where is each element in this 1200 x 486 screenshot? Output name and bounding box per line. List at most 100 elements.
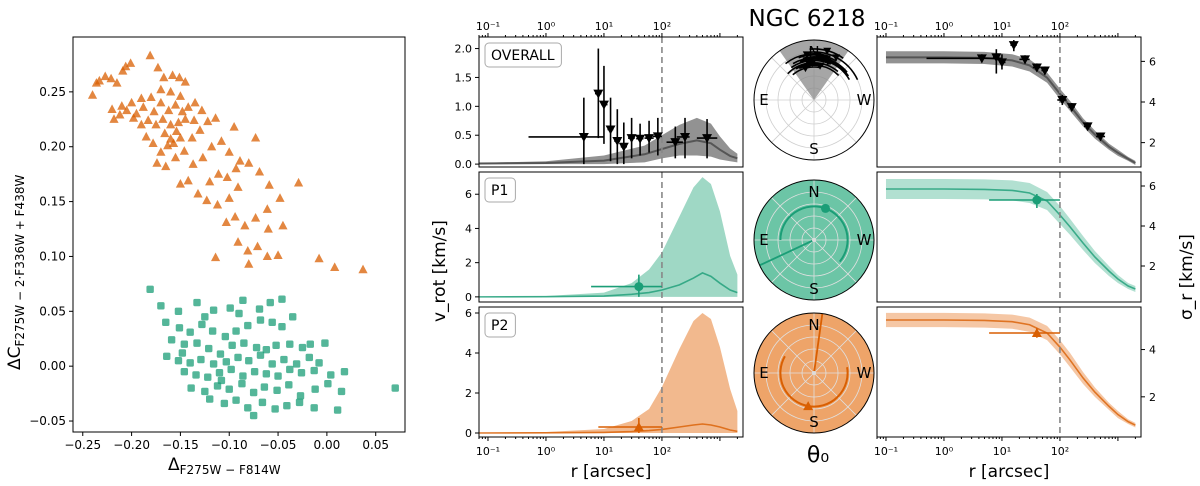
- sigma-p2-xtick-label: 10²: [1051, 445, 1069, 458]
- p2-point: [198, 152, 208, 162]
- vrot-overall-point: [626, 134, 637, 144]
- vrot-p1-point: [634, 282, 644, 292]
- p1-point: [283, 401, 291, 410]
- p2-point: [221, 217, 231, 227]
- vrot-p2-xtick-label: 10¹: [595, 445, 613, 458]
- vrot-p1-band: [479, 177, 738, 297]
- p2-point: [170, 152, 181, 162]
- scatter-ytick-label: 0.00: [39, 359, 66, 373]
- p2-point: [109, 114, 119, 123]
- p2-point: [166, 119, 176, 129]
- p1-point: [225, 385, 233, 393]
- p1-point: [272, 341, 280, 350]
- p1-point: [260, 383, 269, 391]
- vrot-p1-label-box: [484, 177, 516, 203]
- p1-point: [187, 384, 195, 392]
- compass-n: N: [808, 316, 819, 334]
- compass-w: W: [857, 231, 872, 249]
- p1-point: [174, 356, 183, 365]
- p2-point: [251, 213, 261, 222]
- vrot-overall-top-xtick-label: 10⁰: [537, 20, 556, 33]
- scatter-xtick-label: −0.05: [260, 438, 297, 452]
- p2-point: [293, 177, 304, 187]
- polar-p2-frame: [753, 312, 875, 434]
- p2-point: [180, 114, 190, 123]
- sigma-overall-point: [1031, 63, 1042, 73]
- p2-point: [183, 102, 193, 111]
- p1-point: [298, 343, 307, 352]
- p1-point: [340, 367, 349, 376]
- sigma-p1-band: [885, 179, 1136, 292]
- scatter-ytick-label: 0.20: [39, 140, 66, 154]
- polar-grid-spoke: [771, 372, 815, 416]
- p2-point: [106, 73, 116, 83]
- scatter-xtick-label: 0.05: [362, 438, 389, 452]
- polar-grid-spoke: [813, 57, 857, 101]
- p2-point: [252, 241, 263, 251]
- p2-point: [160, 128, 170, 138]
- p1-point: [228, 341, 236, 350]
- sigma-panels: 10⁻¹ 10⁰ 10¹ 10² 2 4 6 2 4 6 10⁻¹ 10⁰ 10¹ 10² 2 4 r [arc…: [874, 20, 1156, 482]
- polar-grid-spoke: [813, 197, 857, 241]
- p1-point: [186, 328, 194, 336]
- sigma-p2-xlabel: r [arcsec]: [969, 462, 1050, 482]
- sigma-p1-point: [1032, 195, 1042, 205]
- p2-point: [146, 92, 156, 101]
- p1-point: [240, 339, 248, 347]
- compass-s: S: [809, 413, 819, 431]
- p1-point: [327, 371, 335, 379]
- polar-grid-spoke: [771, 57, 815, 101]
- p1-point: [306, 340, 314, 348]
- theta0-label: θ₀: [807, 443, 829, 468]
- p1-point: [193, 298, 201, 307]
- p2-point: [190, 97, 200, 107]
- compass-w: W: [857, 91, 872, 109]
- p2-point: [202, 195, 212, 205]
- p2-point: [118, 66, 128, 75]
- p1-point: [175, 324, 184, 332]
- p1-point: [186, 359, 194, 367]
- p2-point: [164, 105, 174, 115]
- compass-s: S: [809, 280, 819, 298]
- p1-point: [289, 313, 297, 321]
- p2-point: [149, 106, 159, 116]
- polar-grid-spoke: [813, 330, 857, 374]
- p1-point: [180, 367, 189, 376]
- p2-point: [222, 172, 232, 182]
- p2-point: [229, 121, 239, 131]
- p2-point: [168, 138, 179, 148]
- p1-point: [221, 332, 230, 341]
- compass-e: E: [759, 364, 768, 382]
- polar-p1-center: [812, 238, 816, 242]
- p1-point: [324, 380, 332, 388]
- p2-point: [175, 132, 186, 142]
- p2-point: [183, 175, 193, 185]
- p2-point: [180, 76, 190, 86]
- p1-point: [163, 352, 171, 360]
- p2-point: [244, 259, 254, 268]
- scatter-frame: [72, 36, 406, 433]
- p2-point: [243, 245, 253, 255]
- p1-point: [333, 406, 342, 414]
- scatter-xlabel: ΔF275W − F814W: [168, 455, 281, 477]
- p2-point: [126, 58, 136, 67]
- p1-point: [280, 355, 288, 364]
- p1-point: [215, 369, 224, 377]
- p2-point: [158, 114, 168, 123]
- p1-point: [209, 360, 218, 368]
- p1-point: [249, 388, 258, 397]
- vrot-overall-ytick-label: 0.0: [455, 158, 473, 171]
- p2-point: [231, 163, 241, 173]
- vrot-p2-model-line: [479, 423, 738, 434]
- p1-point: [278, 295, 286, 303]
- p1-point: [239, 296, 247, 305]
- p2-point: [143, 115, 153, 124]
- vrot-p2-plot: [479, 307, 738, 437]
- p2-point: [145, 50, 155, 60]
- p2-point: [117, 101, 127, 110]
- polar-p1-direction-line: [759, 239, 815, 267]
- p1-point: [311, 385, 319, 393]
- vrot-p2-xtick-label: 10⁻¹: [476, 445, 500, 458]
- polar-p2-center: [812, 371, 816, 375]
- p2-point: [278, 220, 288, 230]
